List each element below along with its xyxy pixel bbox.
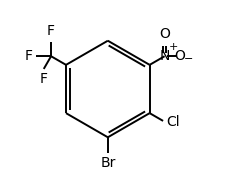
Text: Br: Br	[100, 156, 115, 170]
Text: O: O	[158, 27, 169, 41]
Text: +: +	[168, 42, 177, 53]
Text: F: F	[25, 49, 32, 63]
Text: F: F	[40, 72, 47, 86]
Text: F: F	[47, 24, 55, 38]
Text: N: N	[159, 49, 169, 63]
Text: O: O	[173, 49, 184, 63]
Text: −: −	[183, 54, 192, 64]
Text: Cl: Cl	[165, 115, 179, 129]
